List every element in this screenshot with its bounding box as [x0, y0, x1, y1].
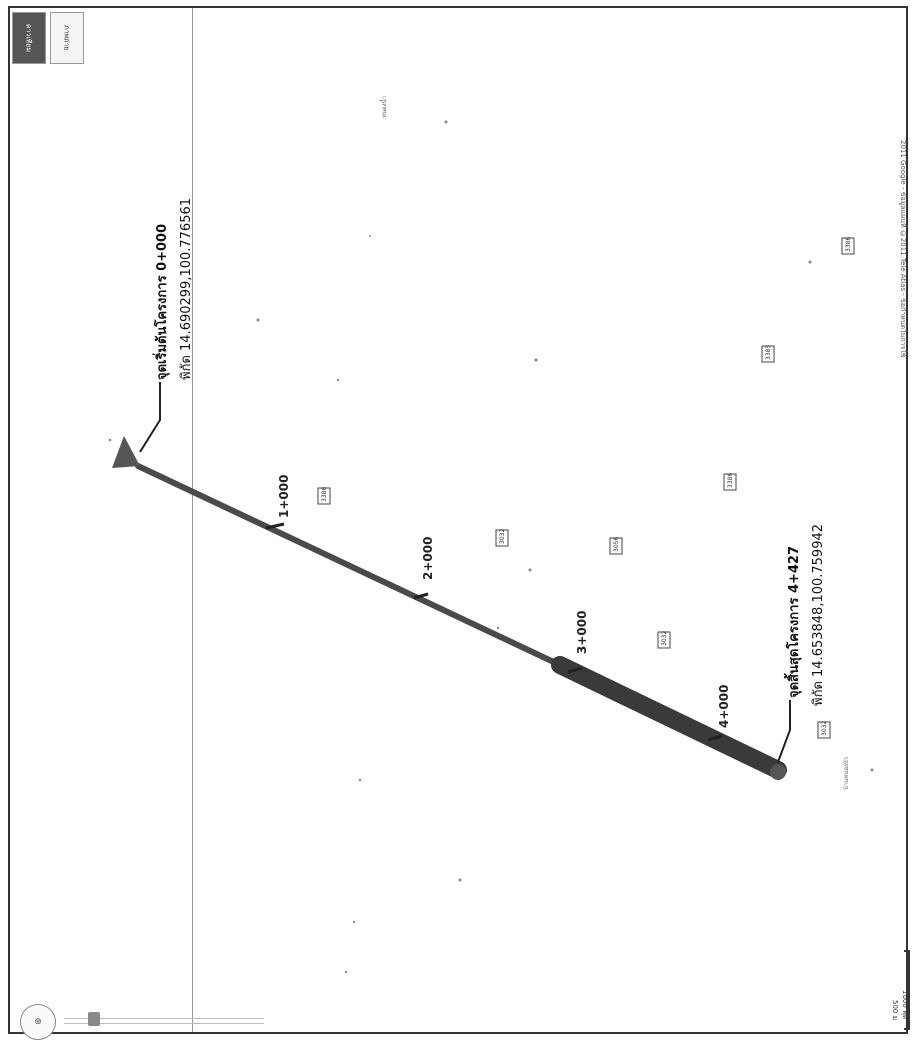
end-leader-line	[777, 700, 791, 763]
start-leader-line	[139, 382, 161, 453]
km-tick	[413, 592, 429, 600]
km-marker-label: 1+000	[277, 475, 291, 518]
km-tick	[567, 666, 583, 674]
end-coordinate: พิกัด 14.653848,100.759942	[811, 524, 826, 706]
map-poi-dots	[108, 120, 874, 974]
route-shield-label: 3032	[821, 721, 828, 736]
zoom-slider[interactable]	[64, 1018, 264, 1024]
scale-label-metric: 500 ม	[891, 1000, 899, 1021]
compass-icon: ⊕	[34, 1017, 42, 1027]
scale-bar	[904, 950, 910, 1030]
map-guide-line	[192, 8, 193, 1032]
map-type-photo-button[interactable]: ภาพถ่าย	[50, 12, 84, 64]
end-title: จุดสิ้นสุดโครงการ 4+427	[783, 546, 802, 698]
start-marker-icon[interactable]	[112, 436, 140, 468]
route-shield-label: 3386	[321, 487, 328, 502]
pan-control[interactable]: ⊕	[20, 1004, 56, 1040]
km-marker-label: 2+000	[421, 537, 435, 580]
map-type-satellite-button[interactable]: ดาวเทียม	[12, 12, 46, 64]
zoom-slider-handle[interactable]	[88, 1012, 100, 1026]
route-shield-label: 3032	[661, 631, 668, 646]
route-shield-label: 3386	[845, 237, 852, 252]
start-coordinate: พิกัด 14.690299,100.776561	[179, 198, 194, 380]
km-tick	[265, 522, 285, 530]
route-line	[135, 463, 563, 668]
map-frame	[8, 6, 908, 1034]
place-label: บ้านหนองบัว	[843, 757, 850, 790]
place-label: หนองน้ำ	[378, 96, 388, 118]
scale-label-imperial: 1000 ฟุต	[901, 990, 909, 1020]
route-shield-label: 3056	[613, 537, 620, 552]
route-shield-label: 3032	[499, 529, 506, 544]
km-marker-label: 4+000	[717, 685, 731, 728]
map-attribution: 2011 Google - ข้อมูลแผนที่ ©2011 Tele At…	[899, 140, 907, 358]
km-tick	[707, 734, 723, 742]
end-marker-icon[interactable]	[770, 764, 786, 780]
route-shield-label: 3385	[765, 345, 772, 360]
route-line-heavy	[551, 656, 787, 779]
route-shield-label: 3386	[727, 473, 734, 488]
route-shield-group: 3386 3032 3056 3386 3385 3032 3386 3032	[317, 237, 855, 739]
km-marker-label: 3+000	[575, 611, 589, 654]
start-title: จุดเริ่มต้นโครงการ 0+000	[152, 224, 170, 380]
